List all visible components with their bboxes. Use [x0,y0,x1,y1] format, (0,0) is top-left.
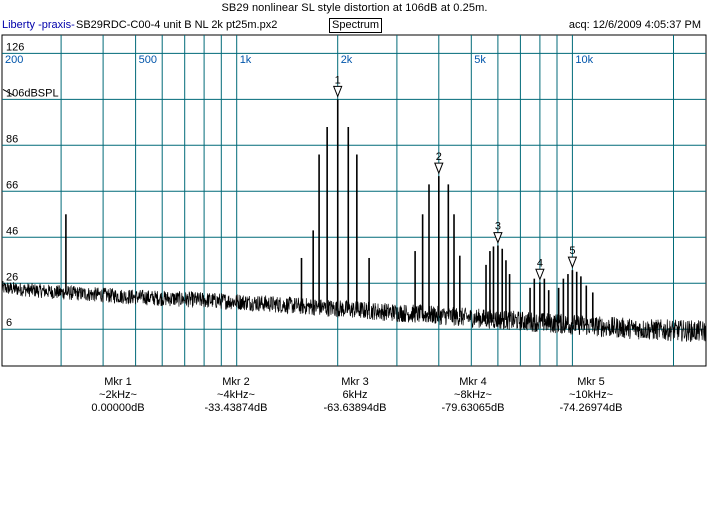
marker-triangle [567,256,578,269]
marker-level: -79.63065dB [441,402,505,414]
y-tick-label: 6 [6,317,12,329]
file-name: SB29RDC-C00-4 unit B NL 2k pt25m.px2 [76,19,278,31]
marker-readout-4: Mkr 4 ~8kHz~ -79.63065dB [418,376,528,415]
marker-number-label: 5 [569,245,575,257]
reference-level-arrow [2,88,15,96]
x-tick-label: 10k [575,54,593,66]
y-tick-label: 46 [6,225,18,237]
app-name: Liberty -praxis- [2,19,75,31]
marker-name: Mkr 5 [577,376,605,388]
marker-level: -63.63894dB [323,402,387,414]
marker-frequency: ~8kHz~ [454,389,492,401]
marker-readout-2: Mkr 2 ~4kHz~ -33.43874dB [181,376,291,415]
marker-frequency: ~4kHz~ [217,389,255,401]
marker-readout-5: Mkr 5 ~10kHz~ -74.26974dB [536,376,646,415]
marker-readout-3: Mkr 3 6kHz -63.63894dB [300,376,410,415]
y-tick-label: 66 [6,179,18,191]
y-tick-label: 106dBSPL [6,87,59,99]
marker-level: -33.43874dB [204,402,268,414]
spectrum-noise-trace [1,281,707,342]
marker-triangle [434,162,444,175]
chart-title: SB29 nonlinear SL style distortion at 10… [221,2,488,14]
label-layer: 200 500 1k 2k 5k 10k 126 106dBSPL 86 66 46 26 6 [2,41,594,329]
x-tick-label: 200 [5,54,23,66]
marker-number-label: 2 [436,151,442,163]
acquisition-timestamp: acq: 12/6/2009 4:05:37 PM [568,19,701,31]
marker-level: -74.26974dB [559,402,623,414]
marker-name: Mkr 2 [222,376,250,388]
marker-frequency: ~10kHz~ [568,389,614,401]
marker-name: Mkr 4 [459,376,487,388]
marker-frequency: 6kHz [342,389,368,401]
spectrum-mode-button[interactable]: Spectrum [329,18,383,33]
marker-name: Mkr 3 [341,376,369,388]
marker-level: 0.00000dB [91,402,145,414]
header-row: Liberty -praxis- SB29RDC-C00-4 unit B NL… [0,16,709,34]
marker-triangle [535,268,545,281]
marker-triangle [493,232,503,244]
marker-number-label: 4 [537,257,543,269]
marker-triangle [332,85,343,98]
marker-layer: 1 2 3 4 5 [332,74,578,281]
x-tick-label: 2k [341,54,353,66]
y-tick-label: 26 [6,271,18,283]
x-tick-label: 1k [240,54,252,66]
y-tick-label: 126 [6,41,24,53]
marker-number-label: 3 [495,221,501,233]
marker-frequency: ~2kHz~ [99,389,137,401]
y-tick-label: 86 [6,133,18,145]
trace-layer [1,99,707,342]
x-tick-label: 500 [139,54,157,66]
marker-number-label: 1 [335,74,341,86]
x-tick-label: 5k [474,54,486,66]
marker-name: Mkr 1 [104,376,132,388]
marker-readout-1: Mkr 1 ~2kHz~ 0.00000dB [63,376,173,415]
